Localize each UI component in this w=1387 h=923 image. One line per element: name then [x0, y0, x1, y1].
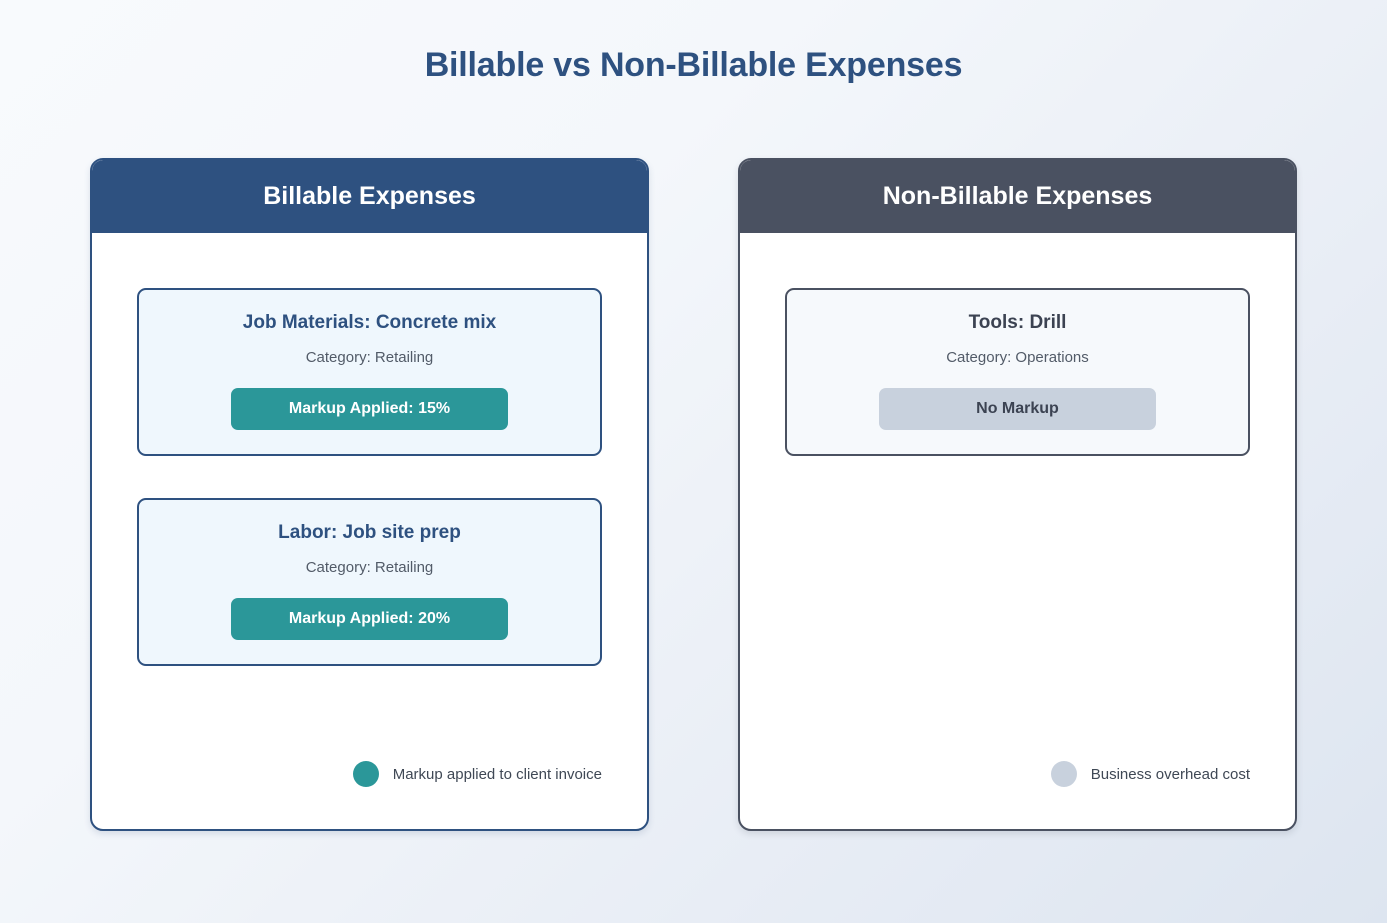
page-title: Billable vs Non-Billable Expenses — [424, 46, 963, 84]
non-billable-panel-header: Non-Billable Expenses — [740, 160, 1295, 233]
comparison-columns: Billable Expenses Job Materials: Concret… — [90, 158, 1297, 831]
markup-badge: Markup Applied: 15% — [231, 387, 508, 430]
no-markup-badge: No Markup — [879, 387, 1156, 430]
expense-category: Category: Retailing — [305, 348, 434, 366]
non-billable-legend: Business overhead cost — [785, 761, 1250, 787]
billable-legend: Markup applied to client invoice — [137, 761, 602, 787]
expense-item-card[interactable]: Job Materials: Concrete mix Category: Re… — [137, 288, 602, 456]
legend-label: Markup applied to client invoice — [392, 765, 602, 783]
expense-category: Category: Operations — [946, 348, 1089, 366]
legend-label: Business overhead cost — [1090, 765, 1250, 783]
expense-name: Tools: Drill — [968, 312, 1067, 333]
non-billable-panel-body: Tools: Drill Category: Operations No Mar… — [740, 233, 1295, 829]
billable-panel-body: Job Materials: Concrete mix Category: Re… — [92, 233, 647, 829]
teal-dot-icon — [352, 761, 379, 787]
billable-expenses-panel: Billable Expenses Job Materials: Concret… — [90, 158, 649, 831]
billable-panel-header: Billable Expenses — [92, 160, 647, 233]
expense-name: Job Materials: Concrete mix — [242, 312, 497, 333]
expense-item-card[interactable]: Tools: Drill Category: Operations No Mar… — [785, 288, 1250, 456]
expense-name: Labor: Job site prep — [278, 521, 461, 543]
non-billable-expenses-panel: Non-Billable Expenses Tools: Drill Categ… — [738, 158, 1297, 831]
markup-badge: Markup Applied: 20% — [231, 597, 508, 640]
gray-dot-icon — [1050, 761, 1077, 787]
expense-category: Category: Retailing — [305, 558, 434, 576]
expense-item-card[interactable]: Labor: Job site prep Category: Retailing… — [137, 497, 602, 666]
